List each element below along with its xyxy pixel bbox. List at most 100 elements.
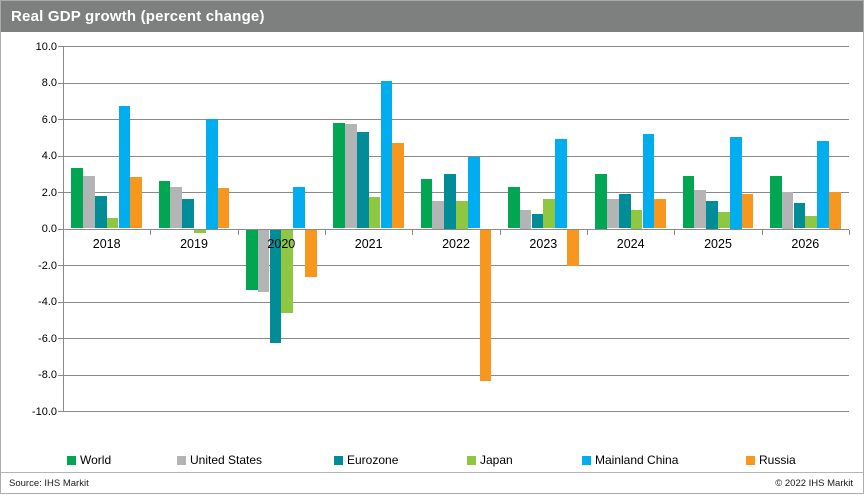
bar-eurozone-2018 <box>94 195 107 229</box>
x-axis-tick <box>761 229 763 235</box>
bar-world-2019 <box>158 181 171 229</box>
x-axis-tick <box>150 229 152 235</box>
bar-japan-2025 <box>718 212 730 229</box>
bar-world-2018 <box>71 168 83 229</box>
bar-eurozone-2020 <box>269 229 282 343</box>
x-label-2023: 2023 <box>529 236 558 251</box>
y-axis-tick <box>58 155 63 157</box>
legend-label: Japan <box>480 453 513 467</box>
x-axis-tick <box>237 229 239 235</box>
bar-russia-2022 <box>479 229 492 381</box>
bar-united-states-2019 <box>170 186 183 229</box>
y-axis-tick <box>58 119 63 120</box>
legend-label: World <box>80 453 112 467</box>
y-axis-label: -4.0 <box>38 296 57 308</box>
gridline <box>63 155 849 157</box>
x-axis-tick <box>412 229 414 235</box>
y-axis-tick <box>58 411 63 412</box>
x-label-2020: 2020 <box>267 236 296 251</box>
bar-russia-2026 <box>829 192 841 229</box>
x-label-2025: 2025 <box>704 236 732 251</box>
bar-eurozone-2019 <box>182 199 194 229</box>
bar-world-2022 <box>420 179 433 229</box>
y-axis-tick <box>58 265 63 266</box>
bar-united-states-2026 <box>781 192 794 229</box>
bar-russia-2018 <box>130 177 143 229</box>
bar-eurozone-2024 <box>618 193 631 229</box>
bar-japan-2023 <box>543 199 556 229</box>
y-axis-label: 4.0 <box>41 150 57 162</box>
y-axis-label: 0.0 <box>41 223 57 235</box>
bar-japan-2022 <box>456 201 468 229</box>
legend-swatch-icon <box>67 455 76 465</box>
x-label-2018: 2018 <box>92 236 121 251</box>
legend-label: Russia <box>759 453 796 467</box>
copyright-note: © 2022 IHS Markit <box>775 478 853 489</box>
gridline <box>63 265 849 266</box>
y-axis-tick <box>58 228 63 230</box>
legend-item-mainland-china: Mainland China <box>582 453 678 467</box>
legend-label: Eurozone <box>347 453 399 467</box>
x-axis-tick <box>587 229 588 235</box>
bar-russia-2025 <box>741 193 754 229</box>
x-label-2019: 2019 <box>180 236 208 251</box>
gridline <box>63 374 849 376</box>
bar-mainland-china-2023 <box>555 139 567 229</box>
y-axis-label: 8.0 <box>41 77 57 89</box>
bar-japan-2026 <box>805 215 818 229</box>
y-axis-label: 2.0 <box>41 186 57 199</box>
bar-japan-2018 <box>106 217 119 229</box>
legend-swatch-icon <box>746 455 755 465</box>
bar-mainland-china-2020 <box>293 186 305 229</box>
bar-eurozone-2021 <box>356 131 369 229</box>
legend: World United States Eurozone Japan Mainland … <box>1 453 863 471</box>
bar-russia-2021 <box>392 142 405 229</box>
bar-japan-2024 <box>630 210 643 229</box>
bar-world-2024 <box>595 173 607 229</box>
bar-japan-2019 <box>194 229 206 234</box>
footer-divider <box>1 472 863 473</box>
y-axis-tick <box>58 82 63 84</box>
plot-area: 10.0 8.0 6.0 4.0 2.0 0.0 -2.0 -4.0 -6.0 -8.0 -10.0… <box>1 32 863 437</box>
y-axis-tick <box>58 301 63 303</box>
legend-swatch-icon <box>467 455 476 465</box>
legend-item-eurozone: Eurozone <box>334 453 398 467</box>
gridline <box>63 338 849 339</box>
bar-russia-2019 <box>217 188 230 229</box>
x-label-2026: 2026 <box>791 236 820 251</box>
bar-united-states-2023 <box>519 210 532 229</box>
bar-russia-2020 <box>305 229 317 277</box>
y-axis-tick <box>58 46 63 47</box>
page-title: Real GDP growth (percent change) <box>11 8 265 25</box>
x-axis-tick <box>674 229 676 235</box>
gridline <box>63 119 849 120</box>
legend-item-japan: Japan <box>467 453 513 467</box>
gridline <box>63 301 849 303</box>
bar-eurozone-2022 <box>444 173 456 229</box>
bar-mainland-china-2024 <box>642 133 655 229</box>
source-note: Source: IHS Markit <box>9 478 89 489</box>
bar-world-2025 <box>682 175 695 229</box>
legend-item-world: World <box>67 453 111 467</box>
y-axis-tick <box>58 338 63 339</box>
x-label-2021: 2021 <box>354 236 383 251</box>
bar-eurozone-2023 <box>531 213 544 229</box>
x-axis-tick <box>63 229 64 235</box>
bar-world-2021 <box>333 122 345 229</box>
chart-title-bar: Real GDP growth (percent change) <box>1 1 863 32</box>
bar-russia-2023 <box>567 229 579 266</box>
bar-mainland-china-2025 <box>729 137 742 229</box>
bar-united-states-2020 <box>257 229 270 292</box>
legend-swatch-icon <box>582 455 591 465</box>
legend-item-united-states: United States <box>177 453 262 467</box>
bar-mainland-china-2026 <box>817 140 829 229</box>
bar-united-states-2024 <box>607 199 619 229</box>
bar-japan-2021 <box>368 197 381 229</box>
bar-russia-2024 <box>654 199 667 229</box>
gridline <box>63 228 849 230</box>
y-axis-label: -6.0 <box>38 332 57 345</box>
x-axis-tick <box>499 229 501 235</box>
bar-mainland-china-2022 <box>467 157 480 229</box>
legend-swatch-icon <box>334 455 343 465</box>
